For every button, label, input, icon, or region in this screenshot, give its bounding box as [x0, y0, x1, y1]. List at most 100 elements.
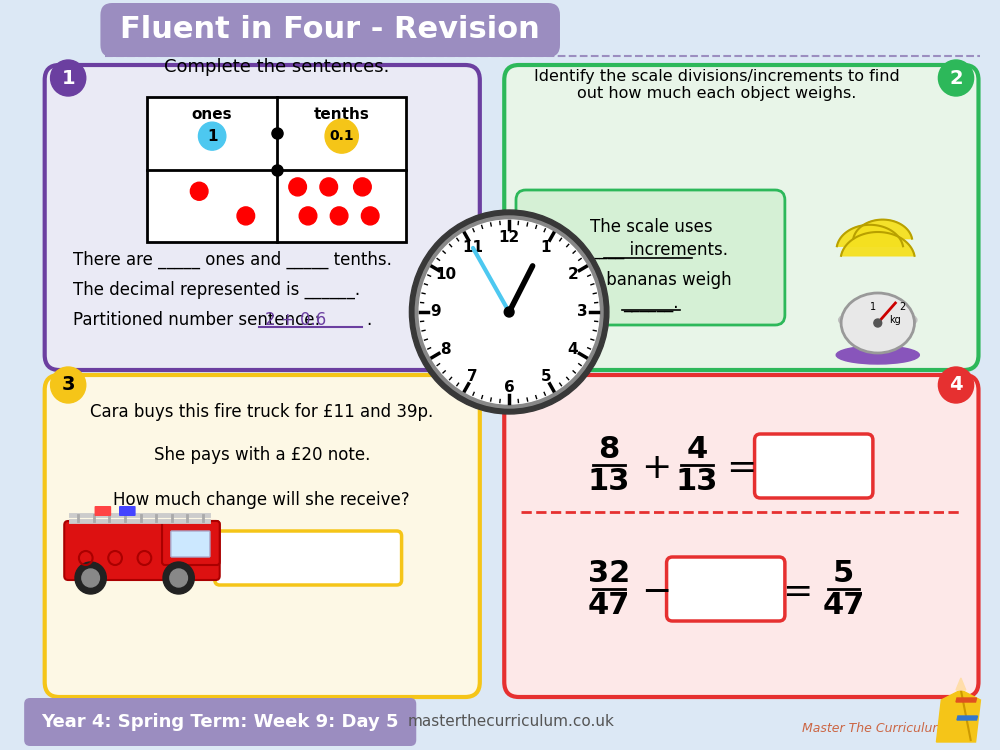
Text: Identify the scale divisions/increments to find
out how much each object weighs.: Identify the scale divisions/increments …	[534, 69, 899, 101]
Text: .: .	[366, 311, 372, 329]
Text: 1: 1	[541, 239, 551, 254]
Text: 8: 8	[598, 436, 620, 464]
Text: 2: 2	[899, 302, 905, 312]
Circle shape	[330, 207, 348, 225]
FancyBboxPatch shape	[162, 521, 220, 565]
Text: kg: kg	[890, 315, 901, 325]
Polygon shape	[837, 225, 903, 246]
Circle shape	[289, 178, 306, 196]
FancyBboxPatch shape	[95, 506, 111, 516]
Text: ______ increments.: ______ increments.	[574, 241, 728, 260]
Circle shape	[237, 207, 255, 225]
Text: 8: 8	[440, 342, 451, 357]
Circle shape	[163, 562, 194, 594]
Polygon shape	[956, 678, 966, 690]
Text: Fluent in Four - Revision: Fluent in Four - Revision	[120, 16, 540, 44]
Bar	[147, 97, 406, 242]
Text: 1: 1	[207, 129, 217, 144]
Circle shape	[938, 367, 974, 403]
Text: The scale uses: The scale uses	[590, 218, 712, 236]
Text: 10: 10	[435, 267, 456, 282]
Text: 2: 2	[949, 68, 963, 88]
FancyBboxPatch shape	[504, 65, 978, 370]
Circle shape	[190, 182, 208, 200]
Text: −: −	[641, 575, 671, 609]
Text: Cara buys this fire truck for £11 and 39p.: Cara buys this fire truck for £11 and 39…	[90, 403, 433, 421]
Text: 1: 1	[870, 302, 876, 312]
Text: 13: 13	[588, 467, 630, 496]
FancyBboxPatch shape	[171, 531, 210, 557]
Text: 5: 5	[540, 370, 551, 385]
Text: 47: 47	[588, 592, 630, 620]
Text: Partitioned number sentence:: Partitioned number sentence:	[73, 311, 320, 329]
Text: How much change will she receive?: How much change will she receive?	[113, 491, 410, 509]
Text: She pays with a £20 note.: She pays with a £20 note.	[154, 446, 370, 464]
Circle shape	[415, 216, 603, 408]
Circle shape	[82, 569, 99, 587]
Text: Year 4: Spring Term: Week 9: Day 5: Year 4: Spring Term: Week 9: Day 5	[41, 713, 398, 731]
Polygon shape	[957, 716, 978, 720]
Polygon shape	[841, 232, 915, 256]
FancyBboxPatch shape	[45, 375, 480, 697]
FancyBboxPatch shape	[119, 506, 136, 516]
Polygon shape	[853, 220, 912, 239]
Circle shape	[504, 307, 514, 317]
Text: 4: 4	[949, 376, 963, 394]
FancyBboxPatch shape	[100, 3, 560, 57]
Text: 13: 13	[676, 467, 718, 496]
Circle shape	[361, 207, 379, 225]
Text: 32: 32	[588, 560, 630, 589]
FancyBboxPatch shape	[215, 531, 402, 585]
Text: 0.1: 0.1	[329, 129, 354, 143]
Ellipse shape	[841, 293, 914, 353]
Polygon shape	[936, 690, 980, 742]
Text: 5: 5	[833, 560, 854, 589]
Circle shape	[299, 207, 317, 225]
Circle shape	[938, 60, 974, 96]
Text: ones: ones	[192, 107, 232, 122]
FancyBboxPatch shape	[504, 375, 978, 697]
Text: =: =	[726, 451, 756, 485]
Ellipse shape	[839, 309, 917, 331]
Circle shape	[198, 122, 226, 150]
Text: The bananas weigh: The bananas weigh	[570, 271, 732, 289]
Circle shape	[354, 178, 371, 196]
Text: There are _____ ones and _____ tenths.: There are _____ ones and _____ tenths.	[73, 251, 392, 269]
Text: 1: 1	[61, 68, 75, 88]
Text: 9: 9	[430, 304, 441, 320]
Text: ______.: ______.	[623, 294, 679, 312]
FancyBboxPatch shape	[22, 0, 1000, 750]
Text: 7: 7	[467, 370, 478, 385]
Text: masterthecurriculum.co.uk: masterthecurriculum.co.uk	[408, 715, 615, 730]
Circle shape	[419, 220, 599, 404]
Circle shape	[325, 119, 358, 153]
Text: 3: 3	[61, 376, 75, 394]
FancyBboxPatch shape	[516, 190, 785, 325]
Text: 4: 4	[567, 342, 578, 357]
Circle shape	[51, 60, 86, 96]
Bar	[868, 330, 888, 355]
Text: The decimal represented is ______.: The decimal represented is ______.	[73, 280, 360, 299]
Circle shape	[320, 178, 338, 196]
Text: Complete the sentences.: Complete the sentences.	[164, 58, 389, 76]
Text: 3: 3	[577, 304, 588, 320]
Text: 12: 12	[499, 230, 520, 244]
Text: +: +	[641, 451, 671, 485]
FancyBboxPatch shape	[667, 557, 785, 621]
Circle shape	[409, 210, 609, 414]
Text: 2 + 0.6: 2 + 0.6	[265, 311, 326, 329]
Circle shape	[170, 569, 187, 587]
Circle shape	[75, 562, 106, 594]
Text: 6: 6	[504, 380, 515, 394]
Circle shape	[51, 367, 86, 403]
Text: =: =	[782, 575, 813, 609]
FancyBboxPatch shape	[24, 698, 416, 746]
FancyBboxPatch shape	[45, 65, 480, 370]
Text: 47: 47	[822, 592, 865, 620]
Text: Master The Curriculum: Master The Curriculum	[802, 722, 944, 734]
FancyBboxPatch shape	[64, 521, 220, 580]
Polygon shape	[956, 698, 977, 702]
Circle shape	[874, 319, 882, 327]
Text: 2: 2	[567, 267, 578, 282]
Text: tenths: tenths	[314, 107, 370, 122]
